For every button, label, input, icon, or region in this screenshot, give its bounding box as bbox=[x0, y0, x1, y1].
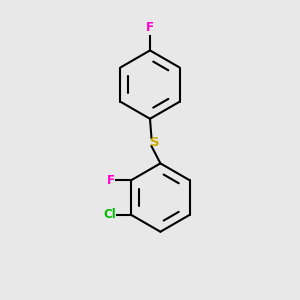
Text: Cl: Cl bbox=[103, 208, 116, 221]
Text: S: S bbox=[150, 136, 160, 149]
Text: F: F bbox=[146, 21, 154, 34]
Text: F: F bbox=[106, 174, 115, 187]
